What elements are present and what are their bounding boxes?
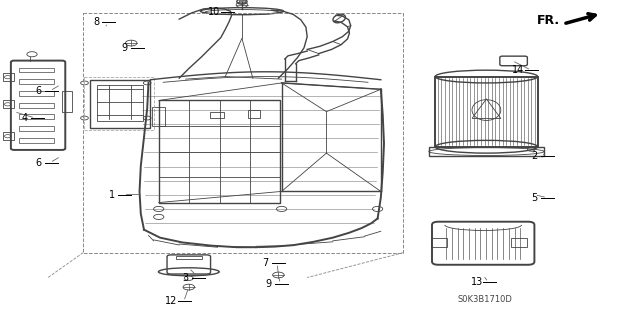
Text: 9: 9 [122,43,128,53]
Bar [19,79,54,84]
Bar [19,68,54,72]
Bar [90,80,150,128]
Bar [19,126,54,131]
Bar [3,73,14,81]
Bar [429,147,544,156]
Bar [97,85,143,121]
Bar [210,112,224,118]
Text: S0K3B1710D: S0K3B1710D [458,295,513,304]
Bar [19,103,54,108]
Bar [435,77,538,147]
Bar [152,107,165,126]
Text: 13: 13 [470,277,483,287]
Bar [511,238,527,247]
Bar [239,0,245,3]
Text: 14: 14 [512,65,525,75]
Bar [84,77,154,130]
Text: 4: 4 [21,113,28,123]
Text: 9: 9 [266,279,272,289]
Text: 2: 2 [531,151,538,161]
Bar [19,91,54,96]
Text: 6: 6 [35,158,42,168]
Text: FR.: FR. [537,14,560,27]
Bar [159,100,280,203]
Text: 5: 5 [531,193,538,203]
Bar [83,13,403,253]
Text: 7: 7 [262,258,269,268]
Bar [248,110,260,118]
Bar [19,115,54,119]
Text: 10: 10 [208,7,221,17]
Bar [3,132,14,140]
Text: 12: 12 [165,296,178,307]
Bar [19,138,54,143]
Bar [431,238,447,247]
Bar [176,256,202,259]
Bar [62,91,72,112]
Text: 8: 8 [93,17,99,27]
Text: 6: 6 [35,86,42,96]
Text: 1: 1 [109,189,115,200]
Text: 3: 3 [182,272,189,283]
Bar [3,100,14,108]
